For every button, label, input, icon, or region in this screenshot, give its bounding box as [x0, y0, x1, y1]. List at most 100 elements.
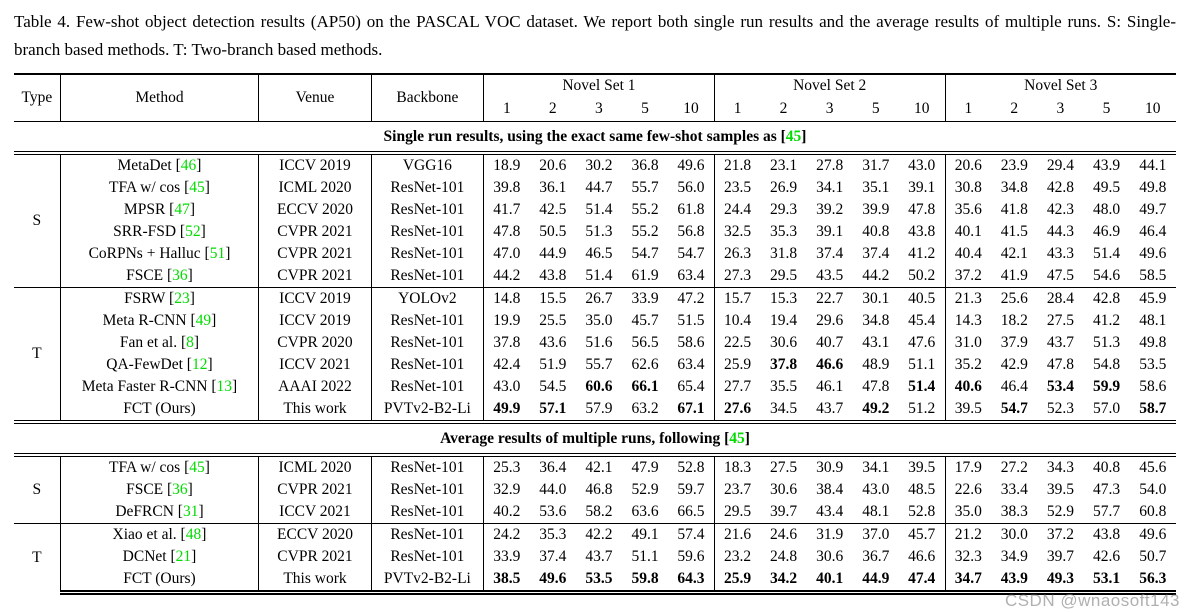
- method-cell: TFA w/ cos [45]: [59, 177, 259, 199]
- score-cell: 49.6: [677, 157, 705, 174]
- col-header-novel-set-2: Novel Set 2: [713, 73, 946, 98]
- score-cell: 43.0: [862, 481, 890, 498]
- score-cell: 58.2: [585, 503, 613, 520]
- method-cell: Xiao et al. [48]: [59, 523, 259, 546]
- score-cell: 36.8: [631, 157, 659, 174]
- score-cell: 34.9: [1000, 548, 1028, 565]
- score-cell: 19.9: [483, 310, 530, 332]
- table-row: S TFA w/ cos [45] ICML 2020 ResNet-101 25.3 3…: [14, 455, 1176, 498]
- score-cell: 49.8: [1139, 334, 1167, 351]
- score-cell: 45.7: [631, 312, 659, 329]
- score-cell: 54.0: [1139, 481, 1167, 498]
- score-cell: 21.8: [713, 153, 761, 177]
- citation-ref: 48: [185, 526, 202, 543]
- score-cell: 45.6: [1139, 459, 1167, 476]
- venue-cell: ICML 2020: [258, 455, 372, 479]
- score-cell: 47.6: [908, 334, 936, 351]
- method-cell: FSRW [23]: [59, 287, 259, 310]
- score-cell: 36.1: [539, 179, 567, 196]
- score-cell: 42.5: [539, 201, 567, 218]
- score-cell: 14.8: [483, 287, 530, 310]
- score-cell: 35.3: [529, 523, 576, 546]
- table-body: Single run results, using the exact same…: [14, 121, 1176, 595]
- score-cell: 37.2: [1037, 523, 1084, 546]
- citation-ref: 45: [189, 459, 205, 476]
- score-cell: 58.7: [1139, 400, 1167, 417]
- citation-ref: 52: [185, 223, 201, 240]
- score-cell: 47.4: [898, 568, 946, 595]
- score-cell: 26.7: [575, 287, 622, 310]
- method-cell: FSCE [36]: [59, 265, 259, 288]
- score-cell: 23.5: [713, 177, 761, 199]
- col-header-venue: Venue: [258, 73, 372, 122]
- backbone-cell: ResNet-101: [370, 479, 484, 501]
- col-header-type: Type: [14, 73, 61, 122]
- score-cell: 19.4: [769, 312, 798, 329]
- score-cell: 27.8: [816, 157, 844, 174]
- section-heading: Average results of multiple runs, follow…: [14, 420, 1176, 457]
- score-cell: 56.8: [677, 223, 705, 240]
- score-cell: 43.7: [816, 400, 844, 417]
- score-cell: 21.6: [713, 523, 761, 546]
- score-cell: 48.0: [1092, 201, 1121, 218]
- score-cell: 51.3: [1092, 334, 1121, 351]
- score-cell: 21.3: [944, 287, 992, 310]
- citation-ref: 47: [174, 201, 190, 218]
- score-cell: 32.5: [713, 221, 761, 243]
- score-cell: 55.7: [631, 179, 659, 196]
- backbone-cell: ResNet-101: [370, 546, 484, 568]
- score-cell: 51.1: [631, 548, 659, 565]
- table-header: Type Method Venue Backbone Novel Set 1 N…: [14, 73, 1176, 122]
- score-cell: 34.1: [816, 179, 844, 196]
- score-cell: 15.7: [713, 287, 761, 310]
- score-cell: 47.8: [862, 378, 890, 395]
- score-cell: 26.3: [713, 243, 761, 265]
- score-cell: 37.4: [862, 245, 890, 262]
- shot-col-header: 5: [621, 98, 669, 122]
- venue-cell: CVPR 2020: [258, 332, 372, 354]
- section-heading-row: Single run results, using the exact same…: [14, 121, 1176, 155]
- score-cell: 20.6: [944, 153, 992, 177]
- citation-ref: 21: [175, 548, 192, 565]
- venue-cell: ICCV 2021: [258, 354, 372, 376]
- table-row: TFA w/ cos [45] ICML 2020 ResNet-101 39.8 36…: [14, 177, 1176, 199]
- score-cell: 54.8: [1092, 356, 1121, 373]
- score-cell: 35.0: [585, 312, 613, 329]
- score-cell: 43.3: [1046, 245, 1074, 262]
- table-row: MPSR [47] ECCV 2020 ResNet-101 41.7 42.5 51.4…: [14, 199, 1176, 221]
- shot-col-header: 3: [575, 98, 622, 122]
- score-cell: 51.1: [908, 356, 936, 373]
- score-cell: 42.8: [1083, 287, 1130, 310]
- score-cell: 52.9: [631, 481, 659, 498]
- shot-col-header: 1: [713, 98, 761, 122]
- score-cell: 29.5: [713, 501, 761, 524]
- table-row: QA-FewDet [12] ICCV 2021 ResNet-101 42.4 51.…: [14, 354, 1176, 376]
- score-cell: 40.4: [944, 243, 992, 265]
- score-cell: 27.6: [713, 398, 761, 422]
- venue-cell: ICCV 2019: [258, 287, 372, 310]
- score-cell: 33.4: [1000, 481, 1028, 498]
- method-cell: FCT (Ours): [59, 398, 259, 422]
- score-cell: 58.6: [1139, 378, 1167, 395]
- score-cell: 51.2: [908, 400, 936, 417]
- table-row: T FSRW [23] ICCV 2019 YOLOv2 14.8 15.5 26.7 33.…: [14, 287, 1176, 422]
- score-cell: 57.7: [1092, 503, 1121, 520]
- score-cell: 39.5: [908, 459, 936, 476]
- backbone-cell: PVTv2-B2-Li: [370, 568, 484, 595]
- score-cell: 30.8: [944, 177, 992, 199]
- score-cell: 35.3: [769, 223, 798, 240]
- score-cell: 30.6: [769, 481, 798, 498]
- venue-cell: ECCV 2020: [258, 523, 372, 546]
- shot-col-header: 5: [852, 98, 899, 122]
- score-cell: 45.4: [908, 312, 936, 329]
- score-cell: 39.5: [1046, 481, 1074, 498]
- score-cell: 53.5: [1139, 356, 1167, 373]
- score-cell: 35.0: [944, 501, 992, 524]
- score-cell: 25.6: [991, 287, 1038, 310]
- score-cell: 52.3: [1046, 400, 1074, 417]
- score-cell: 48.5: [908, 481, 936, 498]
- score-cell: 51.4: [908, 378, 936, 395]
- score-cell: 35.5: [769, 378, 798, 395]
- score-cell: 61.8: [677, 201, 705, 218]
